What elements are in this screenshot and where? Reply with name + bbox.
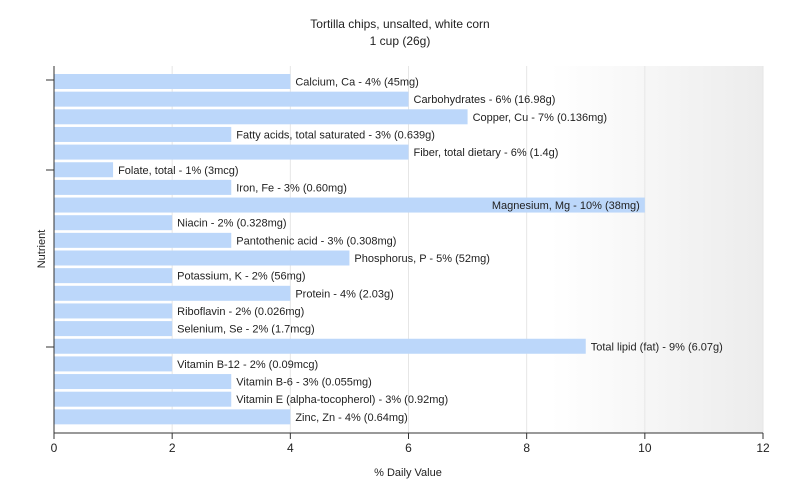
bar-label: Vitamin B-12 - 2% (0.09mcg) — [177, 359, 318, 371]
bar — [54, 285, 291, 301]
bar-label: Calcium, Ca - 4% (45mg) — [295, 77, 418, 89]
chart-title: Tortilla chips, unsalted, white corn — [310, 17, 489, 31]
bar-label: Niacin - 2% (0.328mg) — [177, 218, 286, 230]
bar-label: Zinc, Zn - 4% (0.64mg) — [295, 412, 407, 424]
bar — [54, 162, 114, 178]
bar-label: Pantothenic acid - 3% (0.308mg) — [236, 235, 396, 247]
x-tick-label: 4 — [287, 441, 294, 455]
bar-label: Riboflavin - 2% (0.026mg) — [177, 306, 304, 318]
x-tick-label: 12 — [756, 441, 770, 455]
bar — [54, 409, 291, 425]
bar — [54, 91, 409, 107]
bar-label: Iron, Fe - 3% (0.60mg) — [236, 182, 347, 194]
bar-label: Vitamin B-6 - 3% (0.055mg) — [236, 377, 372, 389]
bar — [54, 109, 468, 125]
bars — [54, 74, 645, 425]
bar — [54, 321, 173, 337]
bar-label: Carbohydrates - 6% (16.98g) — [414, 94, 556, 106]
bar — [54, 374, 232, 390]
bar-label: Vitamin E (alpha-tocopherol) - 3% (0.92m… — [236, 394, 448, 406]
bar — [54, 391, 232, 407]
bar — [54, 144, 409, 160]
bar-labels: Calcium, Ca - 4% (45mg) Carbohydrates - 6… — [118, 77, 723, 424]
bar — [54, 303, 173, 319]
x-tick-label: 6 — [405, 441, 412, 455]
bar-label: Fatty acids, total saturated - 3% (0.639… — [236, 129, 435, 141]
bar-label: Copper, Cu - 7% (0.136mg) — [473, 112, 608, 124]
bar — [54, 356, 173, 372]
bar — [54, 197, 645, 213]
bar-label: Selenium, Se - 2% (1.7mcg) — [177, 324, 315, 336]
x-tick-label: 2 — [169, 441, 176, 455]
bar — [54, 232, 232, 248]
bar-label: Magnesium, Mg - 10% (38mg) — [492, 200, 640, 212]
bar — [54, 215, 173, 231]
x-axis-ticks: 0 2 4 6 8 10 12 — [51, 433, 770, 455]
bar-label: Folate, total - 1% (3mcg) — [118, 165, 238, 177]
bar-label: Potassium, K - 2% (56mg) — [177, 271, 305, 283]
bar — [54, 268, 173, 284]
bar-label: Total lipid (fat) - 9% (6.07g) — [591, 341, 723, 353]
bar — [54, 338, 586, 354]
bar — [54, 74, 291, 89]
bar — [54, 250, 350, 266]
bar-label: Protein - 4% (2.03g) — [295, 288, 393, 300]
x-tick-label: 10 — [638, 441, 652, 455]
bar — [54, 126, 232, 142]
y-axis-label: Nutrient — [36, 230, 48, 269]
bar-label: Fiber, total dietary - 6% (1.4g) — [414, 147, 559, 159]
x-tick-label: 8 — [523, 441, 530, 455]
bar — [54, 179, 232, 195]
x-axis-label: % Daily Value — [374, 467, 442, 479]
x-tick-label: 0 — [51, 441, 58, 455]
chart-subtitle: 1 cup (26g) — [370, 34, 431, 48]
bar-label: Phosphorus, P - 5% (52mg) — [354, 253, 490, 265]
